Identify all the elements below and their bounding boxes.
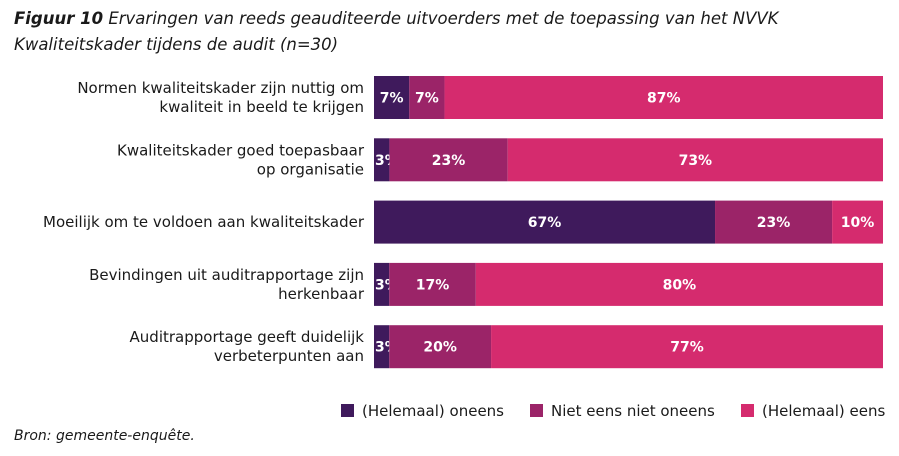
bar-segment xyxy=(389,325,492,369)
data-label: 10% xyxy=(841,215,875,231)
bar-segment xyxy=(475,262,883,306)
bar-segment xyxy=(832,200,883,244)
category-label: kwaliteit in beeld te krijgen xyxy=(159,98,364,116)
data-label: 7% xyxy=(415,91,439,107)
category-label: herkenbaar xyxy=(278,285,365,303)
bar-segment xyxy=(715,200,833,244)
figure-label: Figuur 10 xyxy=(14,9,104,28)
bar-segment xyxy=(389,138,508,182)
data-label: 77% xyxy=(670,340,704,356)
category-label: Moeilijk om te voldoen aan kwaliteitskad… xyxy=(43,213,365,231)
legend-swatch xyxy=(530,404,543,417)
bar-segment xyxy=(374,325,390,369)
category-label: Normen kwaliteitskader zijn nuttig om xyxy=(77,79,364,97)
category-label: verbeterpunten aan xyxy=(214,347,364,365)
data-label: 80% xyxy=(663,277,697,293)
data-label: 23% xyxy=(432,153,466,169)
bar-segment xyxy=(409,76,445,119)
data-label: 7% xyxy=(380,91,404,107)
bar-segment xyxy=(374,262,390,306)
bar-segment xyxy=(374,76,410,119)
legend-swatch xyxy=(341,404,354,417)
data-label: 87% xyxy=(647,91,681,107)
data-label: 23% xyxy=(757,215,791,231)
bar-segment xyxy=(389,262,476,306)
data-label: 73% xyxy=(679,153,713,169)
figure-caption: Ervaringen van reeds geauditeerde uitvoe… xyxy=(14,9,779,54)
category-label: Bevindingen uit auditrapportage zijn xyxy=(89,266,364,284)
bar-segment xyxy=(507,138,883,182)
source-note: Bron: gemeente-enquête. xyxy=(14,428,195,444)
figure-title: Figuur 10 Ervaringen van reeds geauditee… xyxy=(14,6,884,58)
bar-segment xyxy=(374,138,390,182)
bar-segment xyxy=(374,200,716,244)
legend-label: Niet eens niet oneens xyxy=(551,402,715,420)
legend-swatch xyxy=(741,404,754,417)
category-label: op organisatie xyxy=(257,160,364,178)
data-label: 17% xyxy=(416,277,450,293)
data-label: 67% xyxy=(528,215,562,231)
bar-segment xyxy=(444,76,883,119)
bar-segment xyxy=(491,325,883,369)
category-label: Auditrapportage geeft duidelijk xyxy=(130,328,365,346)
category-label: Kwaliteitskader goed toepasbaar xyxy=(117,141,365,159)
legend-label: (Helemaal) eens xyxy=(762,402,886,420)
data-label: 20% xyxy=(423,340,457,356)
legend-label: (Helemaal) oneens xyxy=(362,402,504,420)
